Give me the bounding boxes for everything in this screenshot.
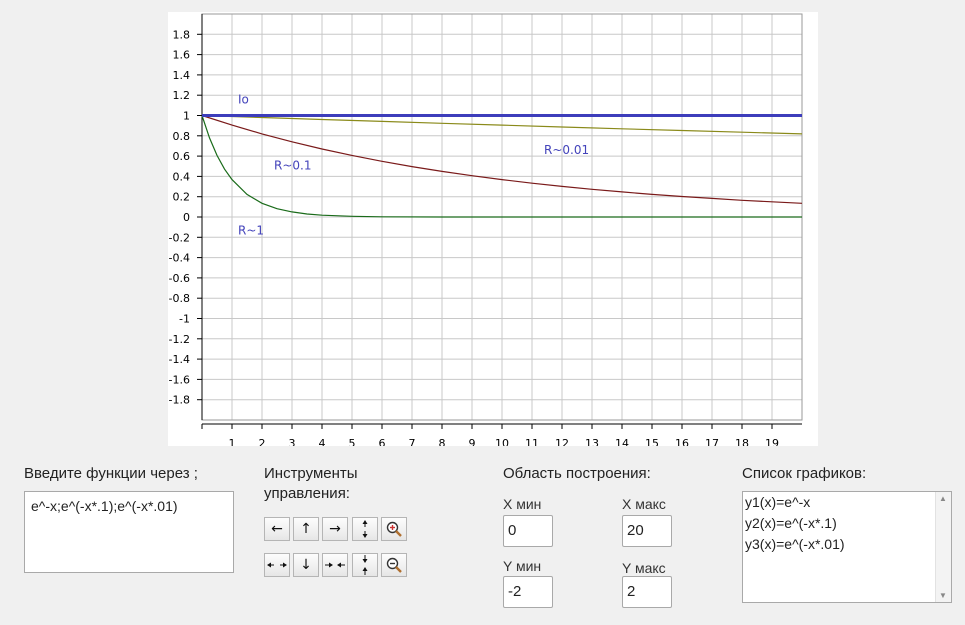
x-tick-label: 19 xyxy=(765,437,779,446)
annotation-label: Io xyxy=(238,92,249,106)
pan-left-button[interactable]: ← xyxy=(264,517,290,541)
list-item[interactable]: y1(x)=e^-x xyxy=(745,494,811,510)
ymax-label: Y макс xyxy=(622,560,666,576)
y-tick-label: 1.6 xyxy=(173,49,191,62)
y-tick-label: 0.8 xyxy=(173,130,191,143)
plot-canvas[interactable]: 1.8 1.6 1.4 1.2 1 0.8 0.6 0.4 0.2 0 -0.2 -0.4 -0.6 -0… xyxy=(168,12,818,446)
y-tick-label: -1.8 xyxy=(169,394,190,407)
arrow-down-icon: ↓ xyxy=(300,557,312,573)
x-tick-label: 16 xyxy=(675,437,689,446)
series-line-2 xyxy=(201,114,803,204)
y-tick-label: -0.8 xyxy=(169,292,190,305)
y-tick-label: 0.6 xyxy=(173,150,191,163)
stretch-horizontal-button[interactable] xyxy=(264,553,290,577)
graphs-label: Список графиков: xyxy=(742,465,867,482)
xmax-input[interactable]: 20 xyxy=(622,515,672,547)
y-tick-label: -1.6 xyxy=(169,373,190,386)
compress-horizontal-icon xyxy=(325,562,345,568)
y-tick-label: 1.8 xyxy=(173,28,191,41)
x-tick-label: 4 xyxy=(319,437,326,446)
annotation-label: R~0.01 xyxy=(544,143,589,157)
y-tick-label: 1 xyxy=(183,110,190,123)
zoom-out-icon xyxy=(386,557,402,573)
x-tick-label: 11 xyxy=(525,437,539,446)
x-tick-label: 2 xyxy=(259,437,266,446)
ymax-input[interactable]: 2 xyxy=(622,576,672,608)
tools-label-line2: управления: xyxy=(264,485,350,502)
xmin-label: X мин xyxy=(503,496,542,512)
y-tick-label: 0 xyxy=(183,211,190,224)
scroll-up-icon[interactable]: ▲ xyxy=(939,494,947,503)
x-tick-label: 17 xyxy=(705,437,719,446)
y-tick-label: 0.2 xyxy=(173,191,191,204)
arrow-up-icon: ↑ xyxy=(300,521,312,537)
stretch-vertical-button[interactable] xyxy=(352,517,378,541)
y-tick-label: -0.6 xyxy=(169,272,190,285)
compress-horizontal-button[interactable] xyxy=(322,553,348,577)
x-tick-label: 9 xyxy=(469,437,476,446)
x-tick-label: 1 xyxy=(229,437,236,446)
y-tick-label: -0.2 xyxy=(169,231,190,244)
scroll-down-icon[interactable]: ▼ xyxy=(939,591,947,600)
vertical-scrollbar[interactable]: ▲ ▼ xyxy=(935,492,951,602)
functions-label: Введите функции через ; xyxy=(24,465,198,482)
xmin-input[interactable]: 0 xyxy=(503,515,553,547)
arrow-right-icon: → xyxy=(329,521,341,537)
compress-vertical-button[interactable] xyxy=(352,553,378,577)
annotation-label: R~1 xyxy=(238,223,264,237)
functions-input[interactable]: e^-x;e^(-x*.1);e^(-x*.01) xyxy=(24,491,234,573)
y-tick-label: -1.4 xyxy=(169,353,190,366)
list-item[interactable]: y2(x)=e^(-x*.1) xyxy=(745,515,837,531)
expand-horizontal-icon xyxy=(267,562,287,568)
x-tick-label: 14 xyxy=(615,437,629,446)
xmax-label: X макс xyxy=(622,496,666,512)
y-tick-label: 1.2 xyxy=(173,89,191,102)
y-tick-label: 0.4 xyxy=(173,170,191,183)
pan-right-button[interactable]: → xyxy=(322,517,348,541)
expand-vertical-icon xyxy=(362,520,368,538)
x-tick-label: 18 xyxy=(735,437,749,446)
graphs-listbox[interactable]: y1(x)=e^-x y2(x)=e^(-x*.1) y3(x)=e^(-x*.… xyxy=(742,491,952,603)
compress-vertical-icon xyxy=(362,555,368,575)
area-label: Область построения: xyxy=(503,465,651,482)
plot-area[interactable]: 1.8 1.6 1.4 1.2 1 0.8 0.6 0.4 0.2 0 -0.2 -0.4 -0.6 -0… xyxy=(168,12,818,446)
x-tick-label: 12 xyxy=(555,437,569,446)
arrow-left-icon: ← xyxy=(271,521,283,537)
pan-up-button[interactable]: ↑ xyxy=(293,517,319,541)
zoom-out-button[interactable] xyxy=(381,553,407,577)
y-tick-label: -1 xyxy=(179,313,190,326)
series-line-3 xyxy=(201,114,803,135)
x-tick-label: 15 xyxy=(645,437,659,446)
ymin-label: Y мин xyxy=(503,558,542,574)
x-tick-label: 6 xyxy=(379,437,386,446)
ymin-input[interactable]: -2 xyxy=(503,576,553,608)
x-tick-label: 5 xyxy=(349,437,356,446)
y-tick-label: -1.2 xyxy=(169,333,190,346)
pan-down-button[interactable]: ↓ xyxy=(293,553,319,577)
x-tick-label: 8 xyxy=(439,437,446,446)
zoom-in-icon xyxy=(386,521,402,537)
list-item[interactable]: y3(x)=e^(-x*.01) xyxy=(745,536,845,552)
zoom-in-button[interactable] xyxy=(381,517,407,541)
y-tick-label: -0.4 xyxy=(169,252,190,265)
tools-label-line1: Инструменты xyxy=(264,465,358,482)
x-tick-label: 13 xyxy=(585,437,599,446)
x-tick-label: 7 xyxy=(409,437,416,446)
y-tick-label: 1.4 xyxy=(173,69,191,82)
series-line-1 xyxy=(201,115,802,218)
annotation-label: R~0.1 xyxy=(274,158,311,172)
x-tick-label: 3 xyxy=(289,437,296,446)
x-tick-label: 10 xyxy=(495,437,509,446)
